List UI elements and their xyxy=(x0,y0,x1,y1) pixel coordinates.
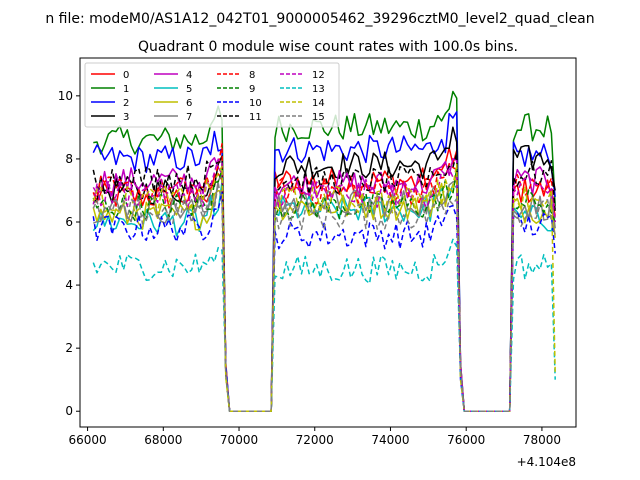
legend-label: 9 xyxy=(249,84,255,95)
series-line-10 xyxy=(92,191,556,412)
legend-label: 8 xyxy=(249,70,255,81)
legend-box xyxy=(84,62,340,128)
legend-label: 6 xyxy=(186,98,192,109)
series-line-2 xyxy=(92,111,556,412)
x-tick-label: 78000 xyxy=(523,433,561,447)
x-tick-label: 72000 xyxy=(296,433,334,447)
x-tick-label: 66000 xyxy=(68,433,106,447)
y-tick-label: 10 xyxy=(58,89,73,103)
series-line-3 xyxy=(93,126,556,412)
x-offset-label: +4.104e8 xyxy=(517,455,576,469)
legend-label: 1 xyxy=(123,84,129,95)
legend-label: 2 xyxy=(123,98,129,109)
axes-layer: 66000 68000 70000 72000 74000 76000 78000 0 2 4 6 8… xyxy=(58,89,561,447)
plot-frame xyxy=(79,57,577,428)
series-line-11 xyxy=(92,152,556,412)
series-line-15 xyxy=(92,182,556,412)
series-line-0 xyxy=(92,147,556,412)
series-line-13 xyxy=(92,238,556,412)
x-tick-label: 76000 xyxy=(447,433,485,447)
legend-label: 12 xyxy=(312,70,325,81)
legend-label: 4 xyxy=(186,70,192,81)
legend-label: 13 xyxy=(312,84,325,95)
x-tick-label: 68000 xyxy=(144,433,182,447)
x-tick-label: 74000 xyxy=(371,433,409,447)
y-tick-label: 0 xyxy=(65,404,73,418)
y-tick-label: 6 xyxy=(65,215,73,229)
legend-label: 14 xyxy=(312,98,325,109)
series-line-8 xyxy=(92,143,556,412)
legend-label: 10 xyxy=(249,98,262,109)
series-line-12 xyxy=(92,158,556,412)
figure-suptitle: n file: modeM0/AS1A12_042T01_9000005462_… xyxy=(45,11,594,27)
chart-title: Quadrant 0 module wise count rates with … xyxy=(138,39,518,55)
legend-label: 7 xyxy=(186,112,192,123)
legend-label: 11 xyxy=(249,112,262,123)
series-layer xyxy=(92,90,556,412)
x-tick-label: 70000 xyxy=(220,433,258,447)
y-tick-label: 4 xyxy=(65,278,73,292)
legend-label: 3 xyxy=(123,112,129,123)
y-tick-label: 8 xyxy=(65,152,73,166)
legend-label: 15 xyxy=(312,112,325,123)
legend-label: 0 xyxy=(123,70,129,81)
legend-label: 5 xyxy=(186,84,192,95)
y-tick-label: 2 xyxy=(65,341,73,355)
